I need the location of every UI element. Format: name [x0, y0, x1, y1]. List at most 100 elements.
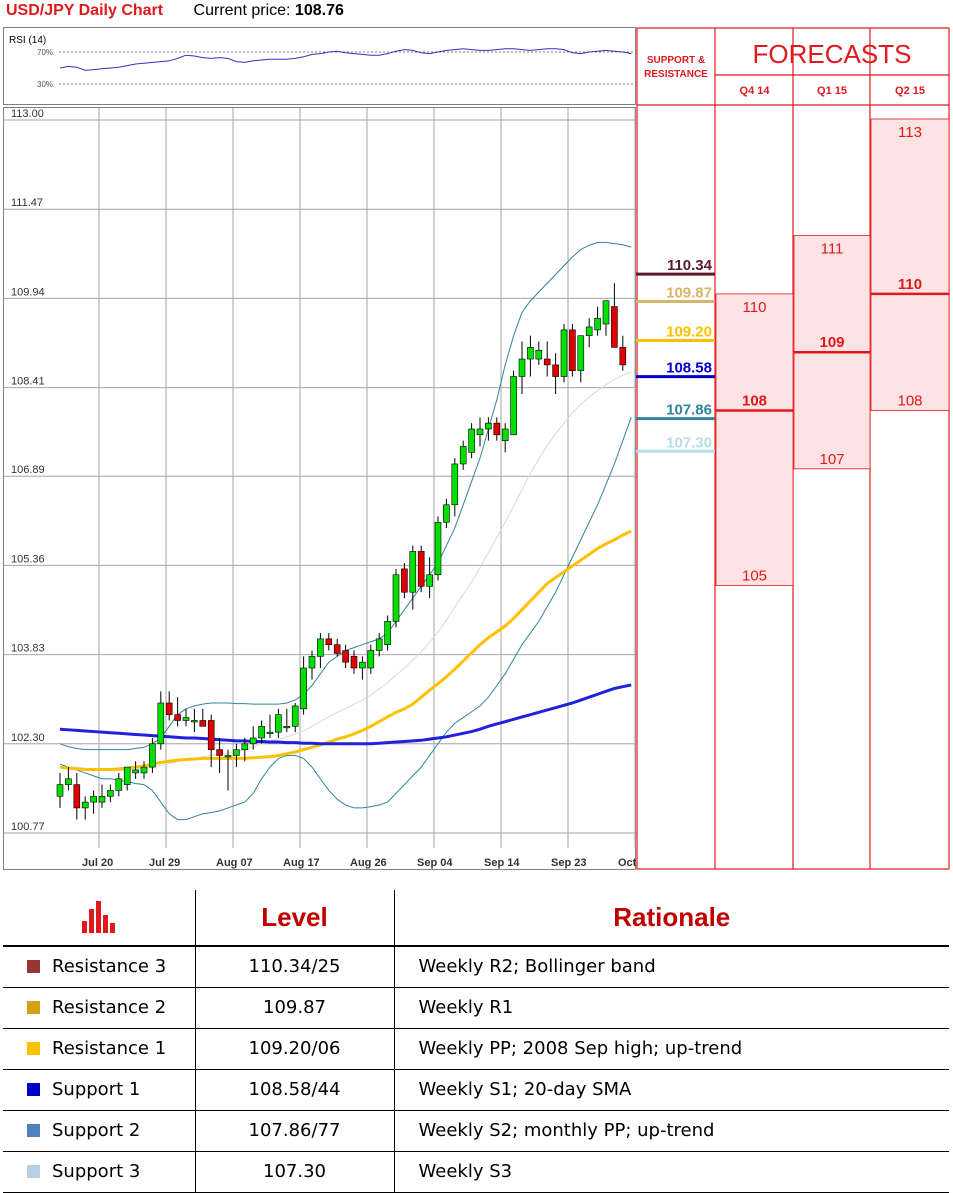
candle-down	[333, 644, 341, 654]
moving-average-slow-line	[59, 683, 632, 746]
candle-down	[493, 422, 501, 436]
candle-up	[510, 376, 517, 436]
candle-up	[485, 422, 492, 430]
x-tick-label: Aug 07	[216, 857, 253, 869]
candle-up	[594, 317, 601, 331]
candle-up	[560, 329, 568, 377]
candle-down	[350, 656, 358, 669]
y-tick-label: 108.41	[11, 376, 45, 388]
row-level: 108.58/44	[194, 1068, 395, 1111]
table-row: Support 2 107.86/77 Weekly S2; monthly PP;…	[3, 1109, 949, 1152]
candle-up	[149, 743, 156, 768]
sr-level-label: 110.34	[667, 257, 713, 274]
row-level: 109.20/06	[194, 1027, 395, 1070]
candle-up	[283, 726, 291, 729]
candle-up	[233, 749, 240, 756]
row-name: Resistance 3	[52, 956, 167, 978]
sr-header-line1: SUPPORT &	[647, 55, 705, 66]
candle-up	[191, 720, 198, 723]
candle-down	[543, 358, 551, 366]
forecast-svg: SUPPORT & RESISTANCE FORECASTS Q4 14 110 108…	[636, 27, 950, 870]
rsi-label: RSI (14)	[9, 35, 46, 46]
candle-up	[224, 755, 232, 758]
row-rationale: Weekly R1	[394, 986, 949, 1029]
candle-down	[325, 638, 333, 645]
candle-up	[359, 661, 366, 669]
candle-down	[73, 784, 81, 809]
candle-up	[375, 638, 383, 651]
table-header-level: Level	[194, 890, 395, 947]
x-tick-label: Sep 23	[551, 857, 586, 869]
bar-chart-icon	[80, 895, 118, 933]
candle-down	[165, 702, 173, 715]
candle-up	[275, 714, 282, 733]
forecast-column-label: Q1 15	[817, 85, 847, 97]
candle-up	[518, 358, 526, 377]
row-name: Resistance 1	[52, 1038, 167, 1059]
row-rationale: Weekly PP; 2008 Sep high; up-trend	[394, 1027, 949, 1070]
candle-up	[409, 551, 417, 593]
level-color-swatch	[27, 1165, 40, 1178]
x-tick-label: Sep 04	[417, 857, 453, 869]
candle-up	[258, 726, 265, 739]
candle-up	[527, 347, 534, 360]
sr-level-label: 107.86	[666, 402, 712, 419]
candle-up	[157, 702, 165, 745]
y-tick-label: 113.00	[11, 108, 44, 120]
candle-down	[401, 568, 408, 593]
candle-up	[501, 428, 509, 441]
table-row: Support 3 107.30 Weekly S3	[3, 1150, 949, 1193]
row-rationale: Weekly S1; 20-day SMA	[394, 1068, 949, 1111]
forecast-low-value: 105	[742, 567, 767, 584]
candle-up	[468, 428, 475, 453]
candle-up	[535, 349, 543, 360]
table-row: Resistance 3 110.34/25 Weekly R2; Bollinge…	[3, 945, 949, 988]
candle-down	[199, 720, 207, 727]
candle-up	[300, 667, 307, 710]
table-row: Support 1 108.58/44 Weekly S1; 20-day SMA	[3, 1068, 949, 1111]
row-rationale: Weekly S3	[394, 1150, 949, 1193]
level-color-swatch	[27, 1042, 40, 1055]
row-level: 107.86/77	[194, 1109, 395, 1152]
level-color-swatch	[27, 1083, 40, 1096]
row-level: 109.87	[194, 986, 395, 1029]
y-tick-label: 100.77	[11, 821, 45, 833]
row-name-cell: Resistance 3	[3, 945, 195, 988]
forecast-low-value: 108	[897, 392, 922, 409]
row-level: 107.30	[194, 1150, 395, 1193]
candle-up	[249, 737, 257, 745]
y-tick-label: 102.30	[11, 732, 45, 744]
rsi-panel: RSI (14) 70% 30%	[3, 27, 636, 105]
candle-up	[434, 521, 442, 576]
candle-up	[123, 766, 131, 785]
rsi-level-low: 30%	[37, 80, 53, 89]
forecast-column-label: Q2 15	[895, 85, 925, 97]
table-row: Resistance 1 109.20/06 Weekly PP; 2008 Sep…	[3, 1027, 949, 1070]
candle-up	[317, 638, 324, 657]
candle-up	[602, 300, 610, 325]
y-tick-label: 111.47	[11, 197, 43, 209]
x-tick-label: Jul 29	[149, 857, 180, 869]
forecast-range-band	[715, 293, 794, 586]
current-price-value: 108.76	[294, 2, 344, 19]
candle-up	[291, 705, 299, 727]
rsi-level-high: 70%	[37, 48, 53, 57]
row-name: Resistance 2	[52, 997, 167, 1018]
row-name-cell: Resistance 1	[3, 1027, 195, 1070]
row-name: Support 1	[52, 1079, 141, 1100]
bollinger-lower-line	[59, 417, 632, 821]
rsi-line	[59, 48, 632, 71]
candle-up	[98, 795, 106, 803]
candle-up	[476, 428, 484, 436]
candle-up	[115, 778, 123, 791]
candle-up	[384, 621, 391, 645]
row-name-cell: Resistance 2	[3, 986, 195, 1029]
rsi-chart: RSI (14) 70% 30%	[9, 35, 634, 89]
forecast-range-band	[870, 118, 950, 411]
candle-up	[56, 784, 64, 797]
current-price-label: Current price:	[193, 2, 291, 19]
forecast-panel: SUPPORT & RESISTANCE FORECASTS Q4 14 110 108…	[636, 27, 950, 870]
y-tick-label: 103.83	[11, 643, 45, 655]
forecast-high-value: 110	[743, 299, 767, 316]
candle-up	[241, 743, 249, 750]
